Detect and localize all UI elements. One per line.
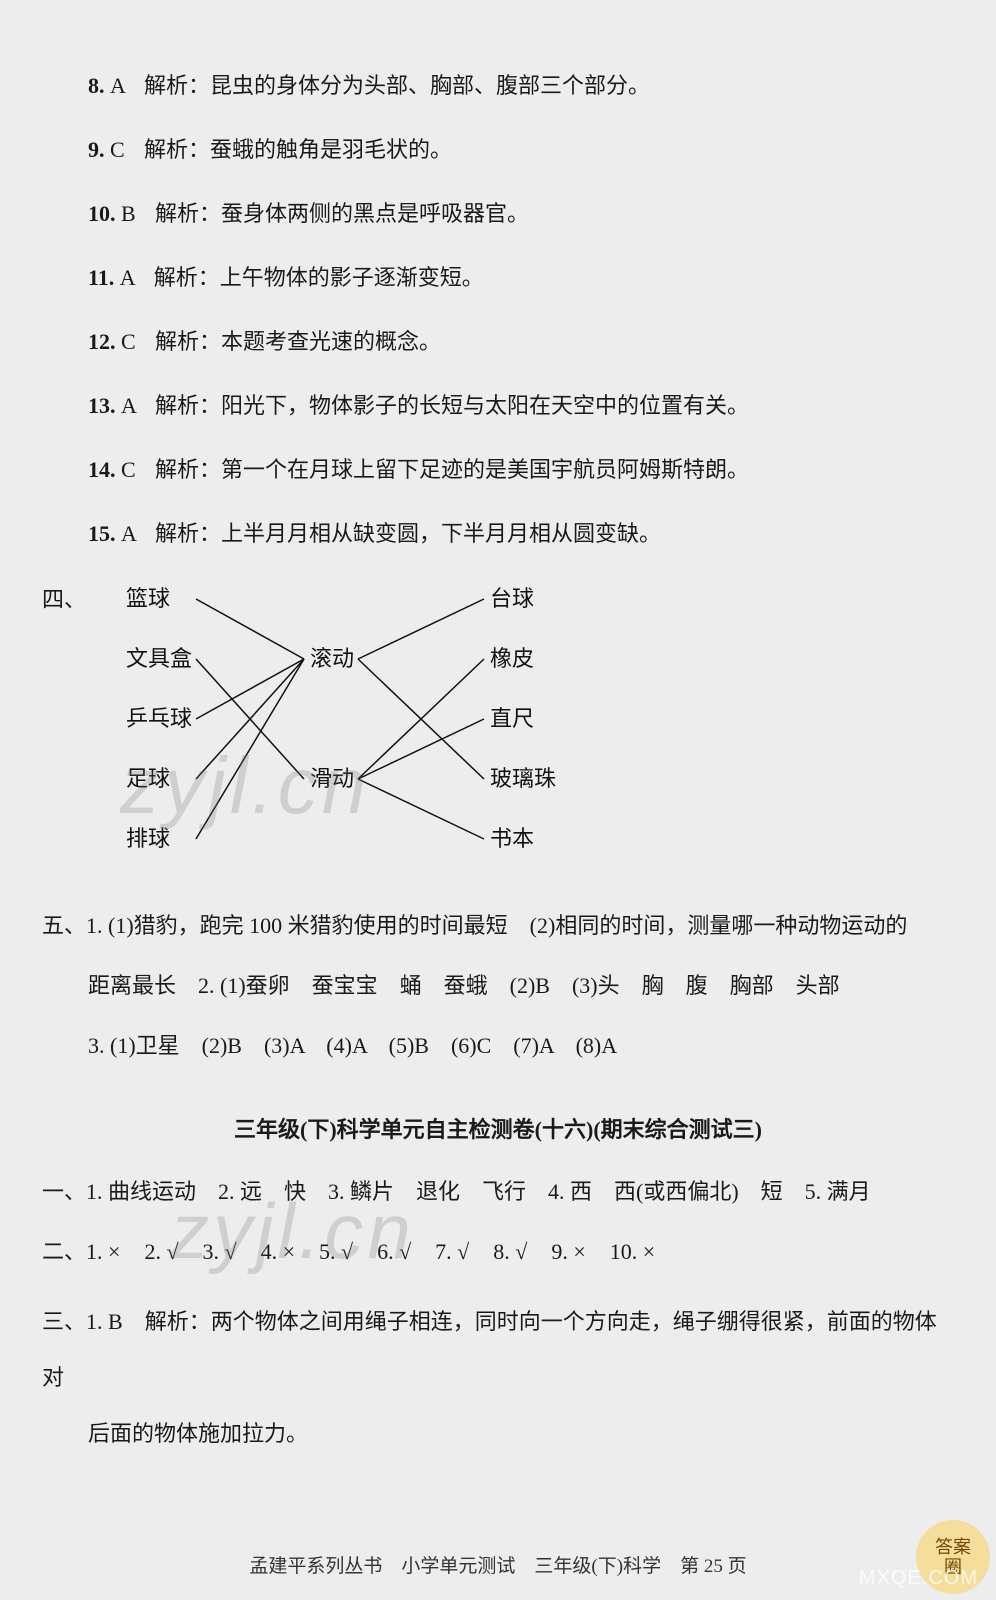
answer-choice: C: [121, 326, 155, 358]
answer-item: 9. C解析：蚕蛾的触角是羽毛状的。: [88, 134, 954, 166]
section-4: 四、 篮球文具盒乒乓球足球排球 滚动滑动 台球橡皮直尺玻璃珠书本: [42, 582, 954, 872]
svg-text:足球: 足球: [126, 766, 170, 791]
svg-text:篮球: 篮球: [126, 586, 170, 611]
answer-number: 9.: [88, 137, 105, 162]
badge-bot: 圈: [944, 1557, 962, 1577]
svg-text:玻璃珠: 玻璃珠: [490, 766, 556, 791]
corner-badge: 答案 圈: [916, 1520, 990, 1594]
judge-item: 3. √: [203, 1239, 237, 1264]
answer-item: 10. B解析：蚕身体两侧的黑点是呼吸器官。: [88, 198, 954, 230]
section-2-items: 1. × 2. √ 3. √ 4. × 5. √ 6. √ 7. √ 8. √ 9. × 10. …: [86, 1239, 655, 1264]
judge-item: 6. √: [377, 1239, 411, 1264]
answer-choice: A: [121, 518, 155, 550]
badge-top: 答案: [935, 1537, 971, 1557]
svg-text:台球: 台球: [490, 586, 534, 611]
answer-item: 13. A解析：阳光下，物体影子的长短与太阳在天空中的位置有关。: [88, 390, 954, 422]
svg-text:文具盒: 文具盒: [126, 646, 192, 671]
section-3: 三、1. B 解析：两个物体之间用绳子相连，同时向一个方向走，绳子绷得很紧，前面…: [42, 1294, 954, 1462]
answer-explanation: 解析：昆虫的身体分为头部、胸部、腹部三个部分。: [144, 73, 650, 98]
section-3-label: 三、: [42, 1309, 86, 1334]
svg-text:滑动: 滑动: [310, 766, 354, 791]
judge-item: 9. ×: [551, 1239, 585, 1264]
section-1-text: 1. 曲线运动 2. 远 快 3. 鳞片 退化 飞行 4. 西 西(或西偏北) …: [86, 1179, 871, 1204]
section-1-label: 一、: [42, 1179, 86, 1204]
answer-number: 14.: [88, 457, 116, 482]
answer-number: 13.: [88, 393, 116, 418]
svg-text:乒乓球: 乒乓球: [126, 706, 192, 731]
answer-item: 12. C解析：本题考查光速的概念。: [88, 326, 954, 358]
answer-number: 15.: [88, 521, 116, 546]
answer-item: 11. A解析：上午物体的影子逐渐变短。: [88, 262, 954, 294]
svg-text:橡皮: 橡皮: [490, 646, 534, 671]
exam-heading: 三年级(下)科学单元自主检测卷(十六)(期末综合测试三): [42, 1112, 954, 1144]
judge-item: 2. √: [144, 1239, 178, 1264]
svg-text:滚动: 滚动: [310, 646, 354, 671]
section-5-line-0: 1. (1)猎豹，跑完 100 米猎豹使用的时间最短 (2)相同的时间，测量哪一…: [86, 913, 907, 938]
answer-list: 8. A解析：昆虫的身体分为头部、胸部、腹部三个部分。9. C解析：蚕蛾的触角是…: [42, 70, 954, 550]
answer-explanation: 解析：本题考查光速的概念。: [155, 329, 441, 354]
answer-choice: C: [110, 134, 144, 166]
answer-item: 15. A解析：上半月月相从缺变圆，下半月月相从圆变缺。: [88, 518, 954, 550]
answer-explanation: 解析：阳光下，物体影子的长短与太阳在天空中的位置有关。: [155, 393, 749, 418]
answer-explanation: 解析：上午物体的影子逐渐变短。: [154, 265, 484, 290]
page: 8. A解析：昆虫的身体分为头部、胸部、腹部三个部分。9. C解析：蚕蛾的触角是…: [0, 0, 996, 1600]
section-3-line-1: 后面的物体施加拉力。: [88, 1421, 308, 1446]
answer-number: 8.: [88, 73, 105, 98]
page-footer: 孟建平系列丛书 小学单元测试 三年级(下)科学 第 25 页: [0, 1551, 996, 1578]
answer-choice: C: [121, 454, 155, 486]
section-2-label: 二、: [42, 1239, 86, 1264]
judge-item: 1. ×: [86, 1239, 120, 1264]
answer-choice: A: [110, 70, 144, 102]
section-4-label: 四、: [42, 582, 86, 614]
judge-item: 4. ×: [261, 1239, 295, 1264]
answer-explanation: 解析：第一个在月球上留下足迹的是美国宇航员阿姆斯特朗。: [155, 457, 749, 482]
answer-number: 12.: [88, 329, 116, 354]
answer-choice: A: [121, 390, 155, 422]
judge-item: 7. √: [435, 1239, 469, 1264]
answer-number: 10.: [88, 201, 116, 226]
section-2: 二、1. × 2. √ 3. √ 4. × 5. √ 6. √ 7. √ 8. √ 9. × 10…: [42, 1232, 954, 1272]
judge-item: 5. √: [319, 1239, 353, 1264]
section-5-line-1: 距离最长 2. (1)蚕卵 蚕宝宝 蛹 蚕蛾 (2)B (3)头 胸 腹 胸部 …: [88, 973, 840, 998]
section-5-line-2: 3. (1)卫星 (2)B (3)A (4)A (5)B (6)C (7)A (…: [88, 1033, 617, 1058]
section-3-line-0: 1. B 解析：两个物体之间用绳子相连，同时向一个方向走，绳子绷得很紧，前面的物…: [42, 1309, 937, 1390]
answer-choice: A: [120, 262, 154, 294]
judge-item: 8. √: [493, 1239, 527, 1264]
answer-explanation: 解析：蚕身体两侧的黑点是呼吸器官。: [155, 201, 529, 226]
svg-text:排球: 排球: [126, 826, 170, 851]
section-5-label: 五、: [42, 913, 86, 938]
answer-item: 14. C解析：第一个在月球上留下足迹的是美国宇航员阿姆斯特朗。: [88, 454, 954, 486]
svg-text:直尺: 直尺: [490, 706, 534, 731]
answer-explanation: 解析：蚕蛾的触角是羽毛状的。: [144, 137, 452, 162]
answer-explanation: 解析：上半月月相从缺变圆，下半月月相从圆变缺。: [155, 521, 661, 546]
section-5: 五、1. (1)猎豹，跑完 100 米猎豹使用的时间最短 (2)相同的时间，测量…: [42, 896, 954, 1076]
judge-item: 10. ×: [610, 1239, 655, 1264]
section-1: 一、1. 曲线运动 2. 远 快 3. 鳞片 退化 飞行 4. 西 西(或西偏北…: [42, 1172, 954, 1212]
answer-choice: B: [121, 198, 155, 230]
answer-item: 8. A解析：昆虫的身体分为头部、胸部、腹部三个部分。: [88, 70, 954, 102]
answer-number: 11.: [88, 265, 114, 290]
matching-diagram: 篮球文具盒乒乓球足球排球 滚动滑动 台球橡皮直尺玻璃珠书本: [90, 582, 610, 872]
svg-text:书本: 书本: [490, 826, 534, 851]
